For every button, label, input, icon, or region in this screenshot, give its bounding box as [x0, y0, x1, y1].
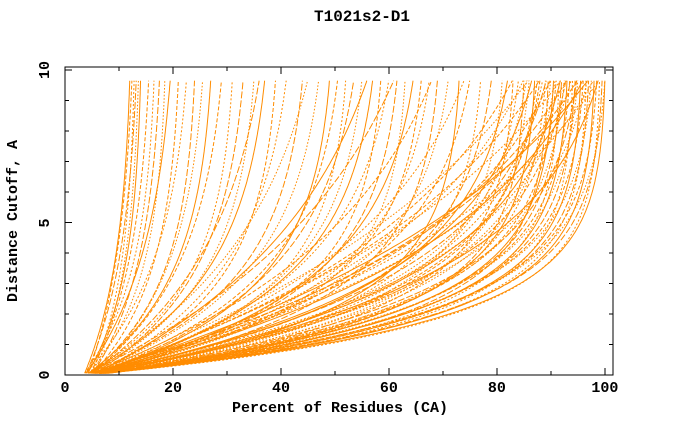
model-curve [88, 80, 212, 374]
model-curve [88, 80, 266, 374]
model-curve [87, 80, 395, 374]
model-curve [101, 80, 578, 374]
model-curve [93, 80, 529, 374]
x-tick-label: 20 [163, 380, 182, 397]
x-tick-label: 80 [487, 380, 506, 397]
model-curve [92, 80, 160, 374]
model-curve [92, 80, 594, 374]
model-curve [100, 80, 598, 374]
model-curve [85, 80, 137, 374]
model-curve [96, 80, 527, 374]
model-curve [100, 80, 561, 374]
model-curve [92, 80, 179, 374]
model-curve [96, 80, 355, 374]
model-curve [104, 80, 560, 374]
model-curve [102, 80, 565, 374]
model-curve [97, 80, 567, 374]
model-curve [94, 80, 347, 374]
model-curve [104, 80, 573, 374]
model-curve [96, 80, 599, 374]
model-curve [104, 80, 606, 374]
y-tick-label: 5 [37, 218, 54, 228]
y-tick-label: 0 [37, 370, 54, 380]
model-curve [87, 80, 233, 374]
model-curve [91, 80, 363, 374]
model-curve [93, 80, 588, 374]
model-curve [99, 80, 583, 374]
model-curve [106, 80, 600, 374]
model-curve [95, 80, 368, 374]
model-curve [84, 80, 155, 374]
model-curve [95, 80, 430, 374]
model-curve [89, 80, 150, 374]
model-curve [92, 80, 422, 374]
model-curve [93, 80, 139, 374]
model-curve [94, 80, 508, 374]
model-curve [107, 80, 595, 374]
model-curve [91, 80, 135, 374]
model-curve [84, 80, 131, 374]
model-curve [105, 80, 557, 374]
model-curve [94, 80, 276, 374]
model-curve [96, 80, 465, 374]
model-curve [98, 80, 552, 374]
model-curve [93, 80, 406, 374]
model-curve [92, 80, 551, 374]
model-curve [95, 80, 204, 374]
model-curve [87, 80, 141, 374]
model-curve [87, 80, 309, 374]
model-curve [88, 80, 166, 374]
model-curve [101, 80, 587, 374]
chart-title: T1021s2-D1 [313, 8, 410, 26]
model-curve [85, 80, 187, 374]
model-curve [91, 80, 320, 374]
model-curve [101, 80, 592, 374]
model-curve [91, 80, 222, 374]
model-curve [90, 80, 195, 374]
model-curve [87, 80, 133, 374]
model-curve [99, 80, 503, 374]
model-curve [105, 80, 571, 374]
model-curve [94, 80, 561, 374]
model-curves [84, 80, 606, 374]
x-tick-label: 40 [271, 380, 290, 397]
plot-frame-and-ticks [64, 66, 614, 376]
model-curve [104, 80, 579, 374]
x-axis-title: Percent of Residues (CA) [231, 400, 449, 417]
model-curve [96, 80, 547, 374]
model-curve [108, 80, 590, 374]
y-tick-label: 10 [37, 61, 54, 80]
model-curve [102, 80, 530, 374]
model-curve [103, 80, 584, 374]
x-tick-label: 100 [591, 380, 619, 397]
model-curve [100, 80, 438, 374]
model-curve [98, 80, 533, 374]
model-curve [91, 80, 260, 374]
model-curve [92, 80, 432, 374]
model-curve [93, 80, 471, 374]
model-curve [92, 80, 513, 374]
model-curve [102, 80, 603, 374]
x-tick-label: 0 [60, 380, 70, 397]
model-curve [85, 80, 171, 374]
model-curve [95, 80, 244, 374]
model-curve [100, 80, 482, 374]
model-curve [102, 80, 606, 374]
x-tick-label: 60 [379, 380, 398, 397]
model-curve [99, 80, 536, 374]
model-curve [100, 80, 599, 374]
model-curve [89, 80, 338, 374]
model-curve [88, 80, 303, 374]
model-curve [91, 80, 255, 374]
model-curve [91, 80, 382, 374]
model-curve [90, 80, 567, 374]
model-curve [97, 80, 524, 374]
model-curve [91, 80, 540, 374]
